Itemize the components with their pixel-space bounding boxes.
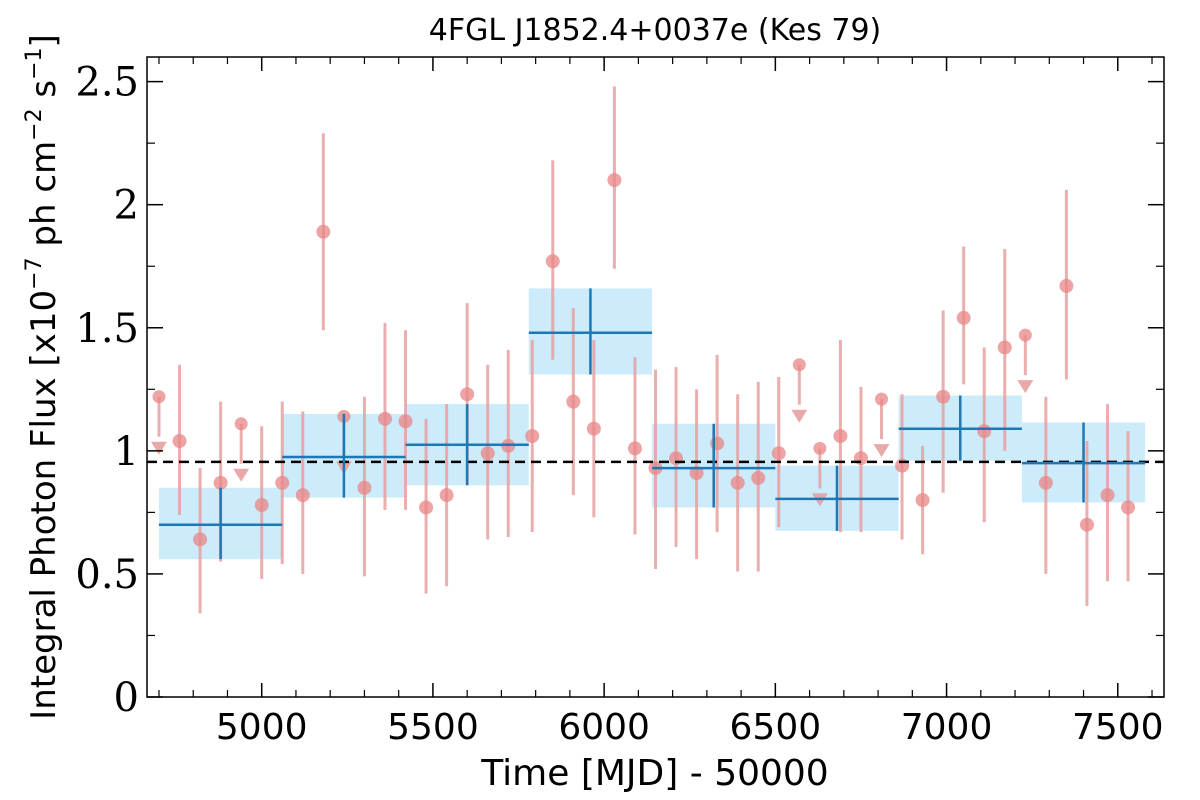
y-tick-label: 0.5 — [75, 552, 139, 598]
plot-frame — [146, 56, 1165, 698]
y-axis-label-end: s — [24, 80, 64, 109]
flux-point — [254, 498, 269, 512]
flux-point — [419, 500, 434, 515]
upper-limit-arrow — [150, 441, 167, 455]
x-tick-label: 6000 — [558, 707, 650, 748]
bin-uncertainty-bands — [158, 288, 1146, 560]
flux-point — [730, 475, 745, 490]
upper-limit-arrow — [873, 444, 890, 458]
y-axis-label-mid: ph cm — [24, 141, 64, 258]
flux-point — [545, 254, 560, 269]
x-tick-label: 5500 — [387, 707, 479, 748]
flux-point — [172, 434, 187, 448]
flux-point — [295, 488, 310, 503]
y-tick-label: 2 — [114, 183, 139, 229]
y-axis-label: Integral Photon Flux [x10−7 ph cm−2 s−1] — [22, 34, 64, 720]
flux-point — [771, 446, 786, 461]
flux-point — [275, 475, 290, 490]
x-tick-label: 7500 — [1072, 707, 1164, 748]
flux-point — [936, 389, 951, 404]
x-tick-label: 6500 — [730, 707, 822, 748]
flux-point — [997, 340, 1012, 355]
flux-point — [193, 532, 208, 547]
flux-point — [1079, 517, 1094, 532]
flux-point — [1038, 475, 1053, 490]
flux-point — [751, 470, 766, 485]
flux-point — [566, 394, 581, 409]
upper-limit-arrow — [1017, 380, 1034, 394]
flux-point — [1100, 488, 1115, 503]
flux-point — [357, 480, 372, 495]
flux-point — [627, 441, 642, 456]
upper-limit-point — [875, 392, 888, 406]
y-axis-label-main: Integral Photon Flux [x10 — [24, 290, 64, 720]
upper-limit-point — [1018, 328, 1032, 342]
flux-point — [439, 488, 454, 503]
flux-point — [710, 436, 725, 451]
flux-point — [480, 446, 495, 461]
x-tick-label: 5000 — [216, 707, 308, 748]
upper-limit-point — [234, 417, 248, 431]
flux-point — [833, 429, 848, 444]
flux-point — [316, 224, 331, 239]
flux-point — [956, 310, 971, 325]
flux-point — [915, 493, 930, 508]
plot-axes — [146, 56, 1165, 698]
upper-limit-point — [152, 390, 166, 404]
flux-point — [377, 411, 392, 426]
y-tick-label: 2.5 — [75, 60, 139, 106]
monthly-flux-points — [150, 86, 1136, 614]
flux-point — [1059, 278, 1074, 293]
y-axis-label-exp3: −1 — [22, 47, 47, 79]
flux-point — [398, 414, 413, 429]
binned-flux-crosses — [158, 288, 1146, 560]
upper-limit-point — [792, 358, 806, 372]
flux-point — [586, 421, 601, 436]
flux-point — [1121, 500, 1136, 515]
flux-point — [460, 387, 475, 402]
y-tick-label: 0 — [114, 675, 139, 721]
y-tick-label: 1.5 — [75, 306, 139, 352]
y-axis-label-exp2: −2 — [22, 108, 47, 140]
y-tick-label: 1 — [114, 429, 139, 475]
upper-limit-arrow — [233, 468, 250, 482]
chart-title: 4FGL J1852.4+0037e (Kes 79) — [429, 13, 882, 48]
axis-ticks: 5000 5500 6000 6500 7000 7500 0 0.5 1 1.5 2 2.5 — [75, 57, 1164, 748]
x-axis-label: Time [MJD] - 50000 — [480, 753, 828, 794]
upper-limit-arrow — [791, 409, 808, 423]
upper-limit-point — [813, 441, 827, 455]
y-axis-label-exp: −7 — [22, 257, 47, 289]
flux-point — [689, 466, 704, 480]
y-axis-label-close: ] — [24, 34, 64, 47]
flux-point — [525, 429, 540, 444]
flux-point — [607, 173, 622, 188]
flux-point — [213, 475, 228, 490]
flux-point — [977, 424, 992, 439]
x-tick-label: 7000 — [901, 707, 993, 748]
